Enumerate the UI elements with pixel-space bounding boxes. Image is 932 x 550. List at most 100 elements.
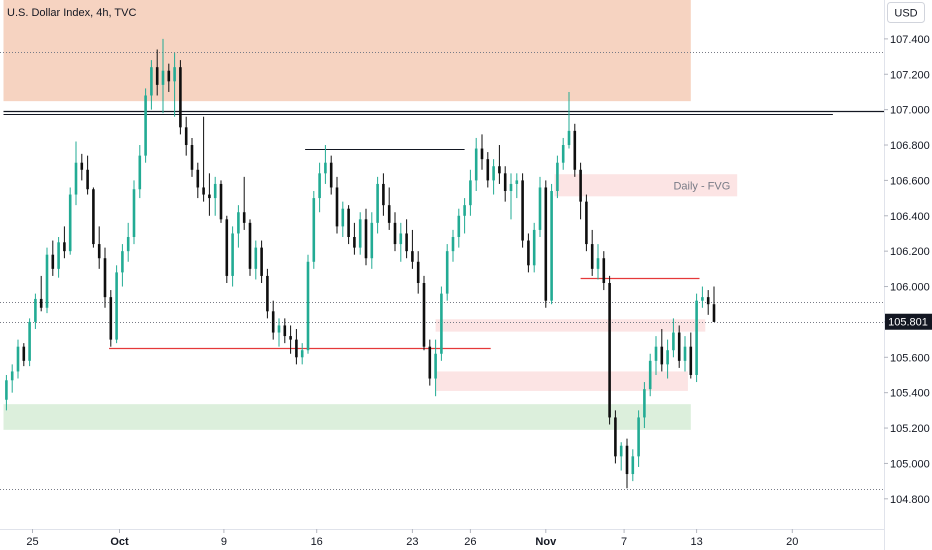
- candle-body: [544, 187, 548, 301]
- candle-body: [701, 297, 704, 301]
- candle-body: [213, 183, 217, 199]
- candle: [585, 194, 588, 252]
- candle-body: [463, 205, 466, 216]
- candle: [411, 229, 414, 269]
- candle: [457, 208, 461, 248]
- candle-body: [521, 180, 524, 241]
- candle-body: [16, 346, 20, 372]
- currency-button[interactable]: USD: [887, 2, 925, 23]
- candle-body: [144, 95, 147, 156]
- price-tick-label: 105.200: [890, 423, 930, 435]
- candle-body: [370, 222, 374, 259]
- candle: [289, 325, 292, 354]
- candle: [68, 187, 72, 255]
- candle-body: [34, 298, 37, 322]
- candle-body: [63, 242, 66, 252]
- candle: [619, 442, 623, 471]
- candle-body: [121, 251, 124, 273]
- candle-body: [318, 173, 321, 199]
- time-tick-label: 26: [464, 536, 476, 548]
- candle: [5, 374, 8, 411]
- candle: [480, 134, 484, 170]
- time-tick-label: 7: [621, 536, 627, 548]
- candle: [39, 275, 43, 312]
- candle: [248, 219, 252, 276]
- candle-body: [300, 350, 304, 358]
- candle: [561, 137, 565, 170]
- candle: [51, 240, 55, 276]
- candle-body: [237, 212, 240, 234]
- candle: [364, 208, 368, 266]
- candle-body: [179, 67, 182, 128]
- candle: [608, 275, 611, 425]
- candle-body: [190, 145, 194, 170]
- candle: [312, 191, 316, 269]
- candle: [405, 219, 408, 259]
- candle: [341, 201, 345, 238]
- time-tick-label: 9: [221, 536, 227, 548]
- time-tick-label: Oct: [110, 536, 129, 548]
- candle-body: [382, 183, 385, 206]
- candle-body: [312, 198, 316, 262]
- candle-body: [22, 346, 26, 361]
- candle-body: [358, 219, 362, 248]
- candle: [567, 91, 571, 149]
- candle-body: [527, 240, 530, 266]
- candle: [335, 176, 339, 234]
- price-axis[interactable]: 107.400 107.200 107.000 106.800 106.600 106.4…: [884, 34, 930, 506]
- candle-body: [695, 300, 698, 375]
- candle-body: [469, 180, 472, 206]
- candle-body: [567, 130, 571, 146]
- candle: [521, 173, 524, 248]
- candle-body: [295, 339, 298, 358]
- candle-body: [132, 189, 136, 238]
- candle: [179, 60, 182, 135]
- candle-body: [428, 346, 432, 379]
- candle: [509, 173, 513, 220]
- candle-body: [416, 261, 420, 283]
- candle-body: [92, 189, 95, 245]
- candle: [190, 137, 194, 177]
- candle-body: [596, 258, 600, 269]
- candle: [138, 145, 142, 199]
- candle: [161, 38, 165, 114]
- candle: [637, 410, 640, 467]
- time-tick-label: 23: [406, 536, 418, 548]
- candle: [370, 212, 374, 269]
- candle: [22, 343, 26, 367]
- candle-body: [672, 332, 675, 351]
- candle-body: [451, 237, 455, 252]
- candle-body: [440, 293, 443, 354]
- candle: [271, 300, 275, 340]
- fvg-zone-upper: [435, 319, 706, 332]
- candle: [672, 318, 675, 358]
- candle-body: [364, 219, 368, 259]
- price-tick-label: 107.000: [890, 105, 930, 117]
- demand-zone: [3, 404, 691, 430]
- candle: [260, 240, 263, 283]
- zone-labels-layer: Daily - FVG: [673, 181, 730, 193]
- candle-body: [532, 229, 536, 266]
- candle: [208, 173, 211, 216]
- candle: [416, 251, 420, 294]
- price-tick-label: 107.400: [890, 34, 930, 46]
- candle: [347, 205, 350, 245]
- candle-body: [608, 282, 611, 418]
- price-tick-label: 106.600: [890, 175, 930, 187]
- candle-body: [573, 130, 577, 170]
- price-tick-label: 106.400: [890, 211, 930, 223]
- candle-body: [648, 360, 652, 390]
- candle-body: [515, 180, 519, 184]
- candle: [434, 339, 437, 397]
- candle: [277, 318, 281, 347]
- candle-body: [625, 445, 629, 475]
- candle-body: [329, 162, 333, 188]
- candle: [57, 237, 60, 278]
- candle-body: [74, 162, 78, 195]
- time-axis[interactable]: 25 Oct 9 16 23 26 Nov 7 13 20: [26, 529, 798, 548]
- candle-body: [277, 325, 281, 333]
- candle: [16, 339, 20, 379]
- candle: [237, 205, 240, 248]
- candle-body: [161, 70, 165, 85]
